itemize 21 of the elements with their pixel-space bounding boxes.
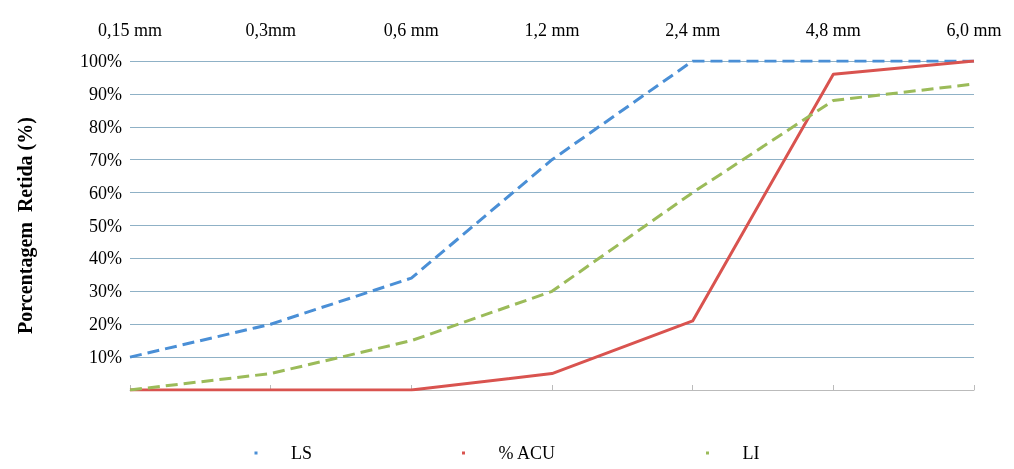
legend-label: LS (291, 443, 313, 463)
x-tick-label: 0,6 mm (383, 20, 439, 40)
y-tick-label: 90% (89, 83, 122, 104)
y-axis-title: Porcentagem Retida (%) (14, 117, 37, 334)
y-tick-label: 100% (80, 51, 122, 71)
x-tick-label: 0,3mm (245, 20, 296, 40)
legend-label: LI (742, 443, 760, 463)
x-tick-label: 1,2 mm (524, 20, 580, 40)
y-tick-label: 20% (89, 314, 122, 335)
x-tick-label: 2,4 mm (665, 20, 721, 40)
legend-label: % ACU (498, 443, 556, 463)
x-tick-label: 6,0 mm (946, 20, 1002, 40)
y-tick-label: 10% (89, 347, 122, 368)
y-tick-label: 70% (89, 149, 122, 170)
x-tick-label: 0,15 mm (97, 20, 163, 40)
y-tick-label: 40% (89, 248, 122, 269)
y-tick-label: 50% (89, 215, 122, 236)
y-tick-label: 80% (89, 116, 122, 137)
y-tick-label: 30% (89, 281, 122, 302)
y-tick-label: 60% (89, 182, 122, 203)
x-tick-label: 4,8 mm (805, 20, 861, 40)
